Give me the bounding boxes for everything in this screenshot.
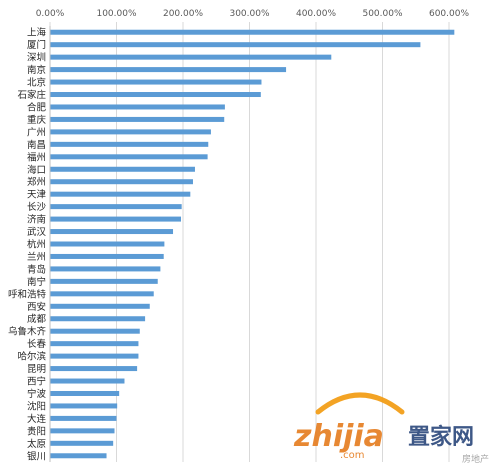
category-label: 兰州 (27, 251, 46, 263)
category-label: 南京 (27, 64, 46, 76)
x-axis-ticks: 0.00% 100.00% 200.00% 300.00% 400.00% 500.00%… (36, 9, 470, 19)
bar (50, 129, 211, 135)
bar (50, 341, 139, 347)
category-label: 天津 (27, 190, 47, 201)
category-label: 重庆 (27, 114, 47, 126)
bar (50, 116, 225, 122)
bar (50, 179, 193, 185)
watermark-logo: zhijia 置家网 .com 房地产 (293, 392, 489, 465)
bar (50, 29, 455, 35)
bar (50, 278, 158, 284)
bar (50, 328, 140, 334)
bar (50, 104, 225, 110)
bar (50, 67, 287, 73)
category-label: 杭州 (27, 239, 46, 251)
x-tick-label: 500.00% (362, 9, 402, 19)
category-label: 广州 (27, 126, 46, 138)
x-tick-label: 400.00% (296, 9, 336, 19)
bar (50, 54, 332, 60)
x-tick-label: 300.00% (229, 9, 269, 19)
category-label: 合肥 (27, 101, 47, 113)
bar (50, 440, 114, 446)
bar (50, 141, 209, 147)
category-label: 银川 (27, 450, 46, 462)
bar (50, 303, 150, 309)
watermark-domain: .com (340, 450, 365, 461)
x-tick-label: 600.00% (429, 9, 469, 19)
bar (50, 42, 421, 48)
category-label: 上海 (27, 27, 47, 39)
category-label: 呼和浩特 (8, 288, 47, 300)
bar (50, 241, 165, 247)
category-label: 宁波 (27, 388, 47, 400)
bar (50, 366, 138, 372)
category-label: 长春 (27, 338, 47, 350)
watermark-brand: zhijia (293, 419, 384, 454)
category-label: 北京 (27, 77, 46, 89)
category-label: 昆明 (27, 364, 46, 375)
category-label: 石家庄 (17, 89, 46, 101)
bar (50, 92, 261, 98)
category-label: 福州 (27, 151, 46, 163)
bar (50, 353, 139, 359)
category-label: 西安 (27, 301, 46, 313)
x-tick-label: 200.00% (163, 9, 203, 19)
category-label: 武汉 (27, 226, 47, 238)
bar (50, 415, 117, 421)
bar (50, 204, 182, 210)
bar (50, 378, 125, 384)
category-label: 成都 (27, 313, 47, 325)
bar (50, 428, 115, 434)
bar (50, 266, 161, 272)
bar (50, 316, 146, 322)
x-tick-label: 0.00% (36, 9, 65, 19)
category-label: 哈尔滨 (17, 351, 46, 363)
watermark-arc (315, 392, 405, 415)
category-label: 贵阳 (27, 425, 46, 437)
category-label: 济南 (27, 214, 46, 226)
category-label: 太原 (27, 438, 46, 450)
bar (50, 453, 107, 459)
category-label: 海口 (27, 164, 46, 176)
category-label: 南宁 (27, 276, 46, 288)
watermark-brand-cn: 置家网 (408, 424, 474, 450)
bar (50, 166, 195, 172)
category-label: 深圳 (27, 53, 46, 64)
watermark-tag: 房地产 (462, 453, 489, 465)
bar (50, 253, 164, 259)
bar (50, 191, 191, 197)
bar (50, 390, 120, 396)
bar (50, 216, 182, 222)
bar (50, 403, 118, 409)
category-label: 厦门 (27, 39, 46, 51)
category-labels: 上海厦门深圳南京北京石家庄合肥重庆广州南昌福州海口郑州天津长沙济南武汉杭州兰州青… (8, 27, 47, 463)
category-label: 西宁 (27, 376, 46, 388)
category-label: 长沙 (27, 201, 47, 213)
bar (50, 229, 174, 235)
category-label: 郑州 (27, 176, 46, 188)
x-tick-label: 100.00% (96, 9, 136, 19)
category-label: 乌鲁木齐 (8, 326, 47, 338)
category-label: 沈阳 (27, 400, 46, 412)
bars (50, 29, 455, 459)
category-label: 大连 (27, 413, 47, 425)
category-label: 青岛 (27, 263, 46, 275)
bar (50, 154, 208, 160)
bar (50, 79, 262, 85)
category-label: 南昌 (27, 139, 46, 151)
bar (50, 291, 154, 297)
